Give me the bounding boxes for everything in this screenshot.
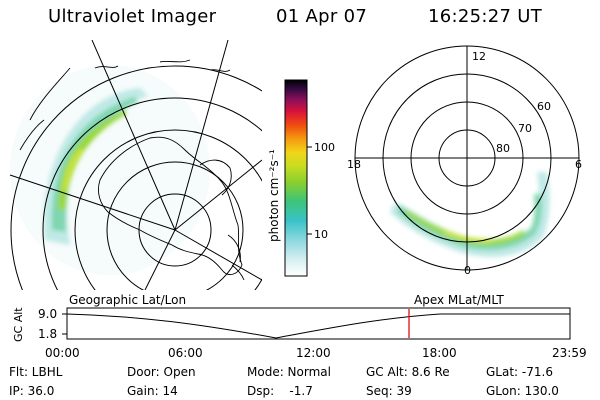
observation-date: 01 Apr 07: [276, 6, 368, 27]
mode-status: Mode: Normal: [247, 365, 331, 379]
aurora-band-left: [44, 88, 148, 245]
dsp-status: Dsp: -1.7: [247, 384, 313, 398]
lat-label-70: 70: [518, 122, 532, 135]
mlt-label-12: 12: [472, 50, 486, 63]
colorbar-tick-10: 10: [314, 228, 328, 241]
lat-label-60: 60: [537, 100, 551, 113]
coastline-outline: [19, 59, 245, 281]
colorbar-tick-100: 100: [314, 141, 335, 154]
gain-status: Gain: 14: [127, 384, 178, 398]
ip-status: IP: 36.0: [9, 384, 55, 398]
mlt-label-18: 18: [347, 158, 361, 171]
alt-axis-label: GC Alt: [12, 307, 25, 342]
instrument-title: Ultraviolet Imager: [48, 6, 217, 27]
alt-tick-1-8: 1.8: [38, 327, 57, 341]
mlt-label-0: 0: [464, 264, 471, 277]
observation-time: 16:25:27 UT: [428, 6, 543, 27]
altitude-curve: [66, 313, 570, 339]
polar-auroral-image: 12 18 6 0 60 70 80: [347, 45, 582, 277]
geographic-auroral-image: [9, 40, 262, 290]
time-tick-06: 06:00: [168, 346, 203, 360]
seq-status: Seq: 39: [366, 384, 412, 398]
aurora-band-right: [390, 172, 550, 257]
colorbar-unit-label: photon cm⁻²s⁻¹: [267, 149, 281, 242]
gc-alt-status: GC Alt: 8.6 Re: [366, 365, 450, 379]
time-tick-2359: 23:59: [552, 346, 587, 360]
time-tick-18: 18:00: [422, 346, 457, 360]
mlt-label-6: 6: [575, 158, 582, 171]
glat-status: GLat: -71.6: [486, 365, 553, 379]
filter-status: Flt: LBHL: [9, 365, 63, 379]
geographic-plot-title: Geographic Lat/Lon: [69, 293, 187, 307]
door-status: Door: Open: [127, 365, 196, 379]
intensity-colorbar: 100 10 photon cm⁻²s⁻¹: [267, 79, 335, 277]
time-tick-00: 00:00: [45, 346, 80, 360]
alt-tick-9: 9.0: [38, 307, 57, 321]
lat-label-80: 80: [496, 142, 510, 155]
glon-status: GLon: 130.0: [486, 384, 559, 398]
apex-plot-title: Apex MLat/MLT: [414, 293, 504, 307]
altitude-timeline-plot: 9.0 1.8 GC Alt: [12, 307, 571, 342]
time-tick-12: 12:00: [296, 346, 331, 360]
